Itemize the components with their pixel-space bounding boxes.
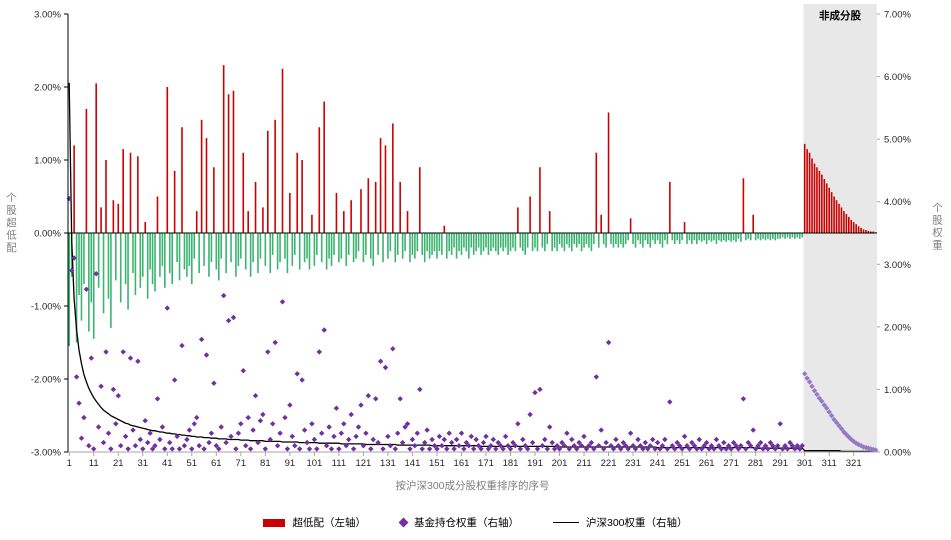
- svg-text:61: 61: [211, 458, 222, 469]
- svg-text:211: 211: [576, 458, 591, 469]
- svg-text:41: 41: [162, 458, 173, 469]
- svg-text:121: 121: [355, 458, 371, 469]
- svg-text:2.00%: 2.00%: [884, 322, 911, 333]
- svg-text:301: 301: [797, 458, 813, 469]
- svg-text:2.00%: 2.00%: [34, 83, 61, 94]
- legend-label-excess: 超低配（左轴）: [292, 517, 366, 529]
- svg-text:241: 241: [650, 458, 666, 469]
- left-axis-title: 个股超低配: [5, 192, 17, 255]
- svg-text:151: 151: [429, 458, 445, 469]
- svg-text:31: 31: [137, 458, 148, 469]
- svg-text:51: 51: [187, 458, 198, 469]
- svg-text:161: 161: [454, 458, 470, 469]
- svg-text:21: 21: [113, 458, 124, 469]
- svg-text:291: 291: [772, 458, 788, 469]
- svg-text:231: 231: [625, 458, 641, 469]
- svg-text:4.00%: 4.00%: [884, 197, 911, 208]
- legend-swatch-bar: [263, 518, 286, 527]
- svg-text:6.00%: 6.00%: [884, 72, 911, 83]
- svg-text:11: 11: [89, 458, 99, 469]
- svg-text:251: 251: [674, 458, 690, 469]
- legend-item-index-weight: 沪深300权重（右轴）: [552, 515, 688, 530]
- svg-text:1: 1: [67, 458, 72, 469]
- svg-text:171: 171: [478, 458, 494, 469]
- svg-text:7.00%: 7.00%: [884, 10, 911, 21]
- non-constituent-label: 非成分股: [819, 10, 861, 22]
- legend-swatch-line: [552, 522, 579, 523]
- svg-text:-2.00%: -2.00%: [31, 375, 62, 386]
- svg-text:1.00%: 1.00%: [34, 156, 61, 167]
- legend-item-excess: 超低配（左轴）: [263, 515, 366, 530]
- svg-text:-3.00%: -3.00%: [31, 448, 62, 459]
- svg-text:91: 91: [285, 458, 296, 469]
- svg-text:71: 71: [236, 458, 247, 469]
- svg-text:1.00%: 1.00%: [884, 385, 911, 396]
- svg-text:261: 261: [699, 458, 715, 469]
- svg-text:3.00%: 3.00%: [884, 260, 911, 271]
- legend-label-index-weight: 沪深300权重（右轴）: [585, 517, 688, 529]
- svg-text:131: 131: [380, 458, 396, 469]
- svg-text:191: 191: [527, 458, 543, 469]
- svg-text:101: 101: [306, 458, 322, 469]
- x-axis-title: 按沪深300成分股权重排序的序号: [395, 480, 550, 492]
- svg-text:201: 201: [552, 458, 568, 469]
- svg-text:321: 321: [846, 458, 862, 469]
- right-axis-title: 个股权重: [931, 202, 943, 252]
- svg-text:181: 181: [503, 458, 519, 469]
- chart-legend: 超低配（左轴） 基金持仓权重（右轴） 沪深300权重（右轴）: [0, 515, 951, 530]
- legend-label-fund-weight: 基金持仓权重（右轴）: [413, 517, 519, 529]
- svg-text:0.00%: 0.00%: [34, 229, 61, 240]
- svg-text:311: 311: [822, 458, 837, 469]
- svg-text:221: 221: [601, 458, 617, 469]
- svg-text:141: 141: [405, 458, 421, 469]
- legend-item-fund-weight: 基金持仓权重（右轴）: [398, 515, 519, 530]
- svg-text:111: 111: [332, 458, 346, 469]
- svg-text:-1.00%: -1.00%: [31, 302, 62, 313]
- legend-swatch-diamond: [398, 517, 409, 528]
- svg-text:271: 271: [723, 458, 739, 469]
- svg-text:81: 81: [260, 458, 271, 469]
- svg-text:3.00%: 3.00%: [34, 10, 61, 21]
- svg-text:5.00%: 5.00%: [884, 135, 911, 146]
- svg-text:0.00%: 0.00%: [884, 448, 911, 459]
- svg-text:281: 281: [748, 458, 764, 469]
